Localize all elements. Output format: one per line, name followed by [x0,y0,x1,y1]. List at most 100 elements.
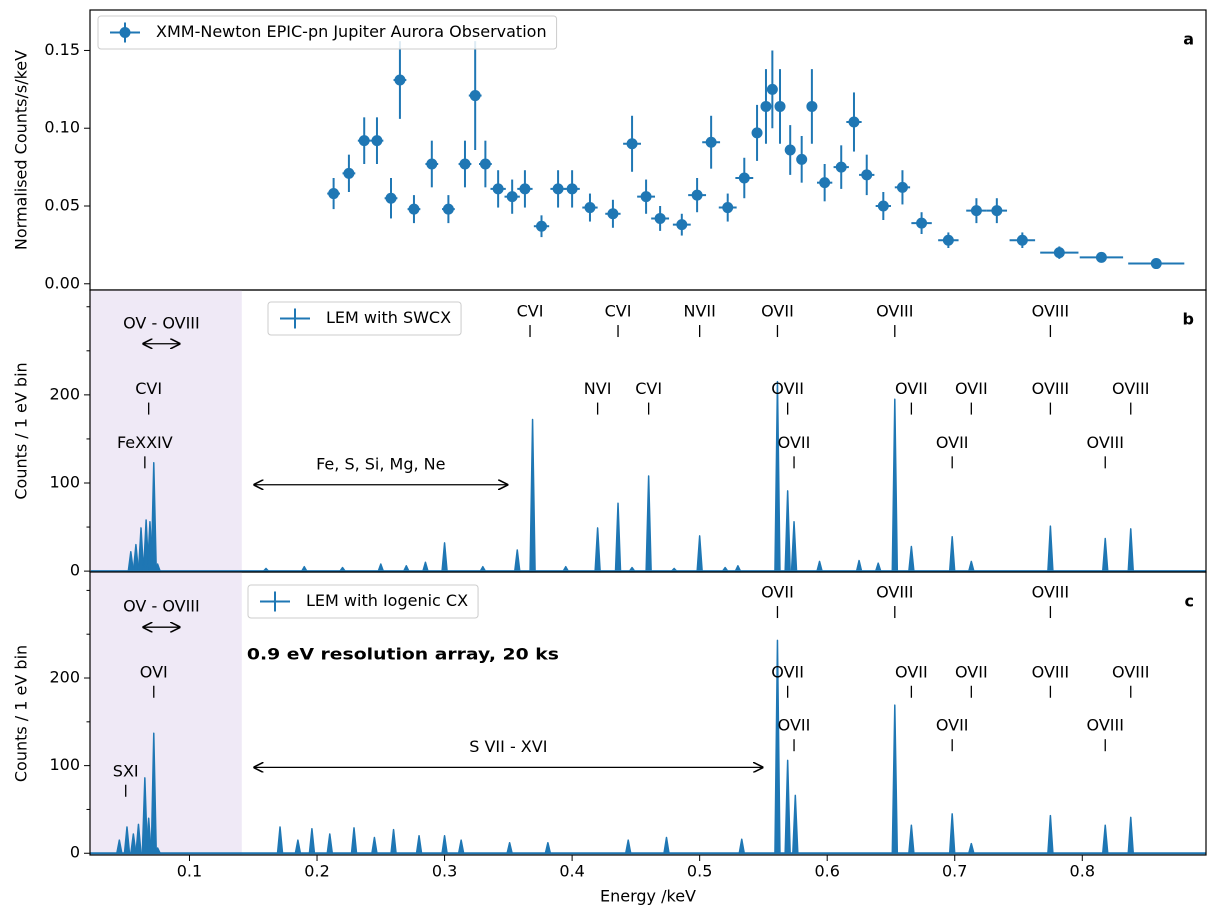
legend-marker [119,27,131,38]
legend-box [267,301,462,336]
x-tick-label: 0.4 [559,862,584,881]
line-label: OVIII [1032,662,1069,681]
spectral-line [628,566,636,572]
spectral-line [968,842,975,854]
spectral-line [135,823,142,854]
data-point [705,136,717,148]
data-point [654,212,666,224]
data-point [819,177,831,189]
data-point [536,220,548,232]
spectral-line [792,794,799,854]
spectral-line [784,759,791,854]
spectral-line [645,475,652,572]
line-label: OVIII [1112,379,1149,398]
y-tick-label: 0.15 [44,40,80,59]
line-label: CVI [635,379,662,398]
panel-frame [89,571,1207,856]
spectral-line [390,828,397,854]
spectral-line [422,561,429,572]
spectral-line [132,543,140,572]
data-point [371,135,383,147]
data-point [506,191,518,203]
line-label: SXI [113,761,139,780]
data-point [861,169,873,181]
line-label: OVII [761,583,794,602]
spectral-line [403,565,410,572]
data-point [492,183,504,195]
y-tick-label: 0.10 [44,118,80,137]
legend-label: LEM with SWCX [326,308,451,327]
spectral-line [696,535,703,572]
data-point [916,217,928,229]
spectral-line [1047,814,1054,854]
panel-frame [89,9,1207,291]
spectral-line [614,502,622,572]
spectral-line [301,565,308,572]
spectral-line [1101,537,1109,572]
spectral-line [544,841,552,854]
spectral-line [855,559,863,572]
spectral-line [326,833,334,854]
spectral-line [154,563,161,572]
shaded-span [90,572,242,855]
y-axis-label: Counts / 1 eV bin [12,645,31,782]
line-label: OVIII [1032,302,1069,321]
data-point [1016,234,1028,246]
spectral-line [891,398,899,572]
data-point [766,83,778,95]
shaded-span [90,290,242,572]
line-label: CVI [135,379,162,398]
data-point [1095,251,1107,263]
panel-label: b [1183,310,1194,329]
spectral-line [276,826,284,854]
spectral-line [908,824,915,854]
spectral-line [339,566,346,572]
data-point [469,90,481,102]
line-label: OVIII [1087,716,1124,735]
data-point [426,158,438,170]
data-point [848,116,860,128]
line-label: OVIII [1087,433,1124,452]
data-point [552,183,564,195]
line-label: OVIII [1112,662,1149,681]
spectral-line [150,461,158,572]
line-label: OVII [936,433,969,452]
data-point [566,183,578,195]
x-axis-label: Energy /keV [600,887,696,906]
spectral-line [141,777,149,854]
line-label: CVI [517,302,544,321]
spectral-line [514,549,521,572]
x-tick-label: 0.1 [177,862,202,881]
spectral-line [721,566,729,572]
spectral-line [154,847,161,854]
y-tick-label: 0 [70,561,80,580]
data-point [796,153,808,165]
line-label: OVII [771,662,804,681]
line-label: OVII [955,662,988,681]
spectral-line [137,527,145,572]
line-label: OVII [936,716,969,735]
spectral-line [377,563,385,572]
spectral-line [130,833,137,854]
data-point [691,189,703,201]
data-point [358,135,370,147]
spectral-line [948,813,956,854]
data-point [385,192,397,204]
spectral-line [479,565,487,572]
spectral-line [506,841,513,854]
spectral-line [948,536,956,572]
line-label: CVI [605,302,632,321]
line-label: OVIII [1032,379,1069,398]
spectral-line [874,562,882,572]
spectral-line [774,380,781,572]
line-label: OVII [895,662,928,681]
spectral-line [415,834,423,854]
spectral-line [145,817,152,854]
spectral-line [784,490,791,572]
data-point [343,167,355,179]
data-point [394,74,406,86]
y-tick-label: 200 [49,668,80,687]
spectral-line [127,550,135,572]
y-tick-label: 0.00 [44,273,80,292]
